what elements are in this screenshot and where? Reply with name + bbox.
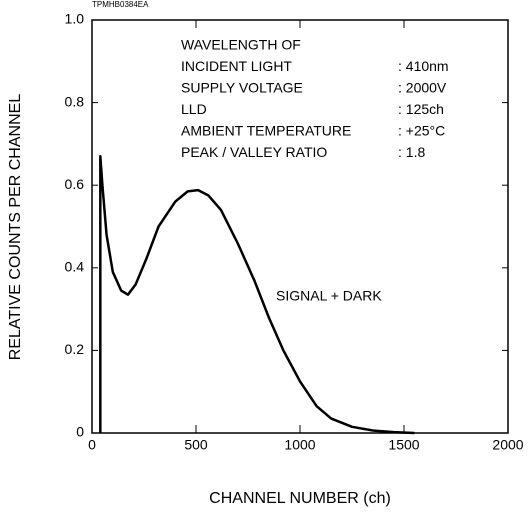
annotation: : 1.8	[398, 144, 425, 160]
annotation: : +25°C	[398, 123, 445, 139]
annotation: INCIDENT LIGHT	[181, 58, 292, 74]
annotation: : 410nm	[398, 58, 449, 74]
figure-code: TPMHB0384EA	[92, 0, 149, 9]
y-axis-label: RELATIVE COUNTS PER CHANNEL	[7, 94, 24, 361]
data-line	[99, 155, 415, 435]
annotation: LLD	[181, 101, 207, 117]
annotation: WAVELENGTH OF	[181, 37, 301, 53]
y-tick-label: 0.2	[65, 341, 85, 357]
y-tick-label: 0.4	[65, 259, 85, 275]
annotation: PEAK / VALLEY RATIO	[181, 144, 327, 160]
x-tick-label: 0	[88, 437, 96, 453]
series-label: SIGNAL + DARK	[276, 288, 382, 304]
x-axis-label: CHANNEL NUMBER (ch)	[209, 490, 391, 507]
annotation: : 125ch	[398, 101, 444, 117]
x-tick-label: 1000	[284, 437, 315, 453]
y-tick-label: 0.8	[65, 93, 85, 109]
y-tick-label: 0	[76, 424, 84, 440]
x-tick-label: 500	[184, 437, 208, 453]
x-tick-label: 2000	[492, 437, 523, 453]
annotation: : 2000V	[398, 80, 447, 96]
y-tick-label: 1.0	[65, 11, 85, 27]
annotation: SUPPLY VOLTAGE	[181, 80, 303, 96]
annotation: AMBIENT TEMPERATURE	[181, 123, 351, 139]
y-tick-label: 0.6	[65, 176, 85, 192]
x-tick-label: 1500	[388, 437, 419, 453]
